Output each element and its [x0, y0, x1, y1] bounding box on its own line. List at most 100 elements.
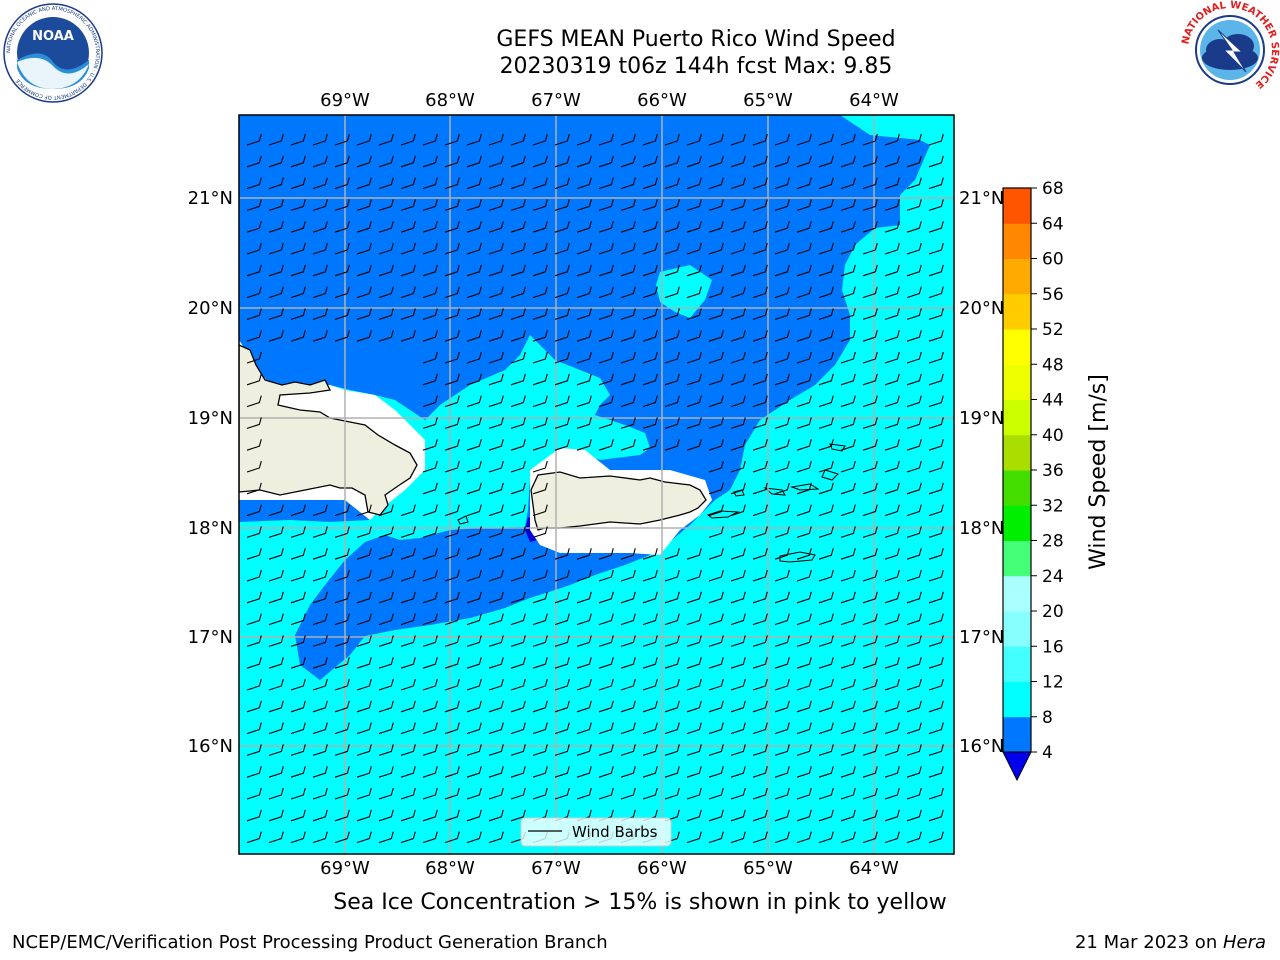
- wind-barb: [730, 831, 746, 844]
- wind-barb: [730, 373, 746, 386]
- wind-barb: [884, 395, 900, 408]
- wind-barb: [378, 787, 394, 800]
- wind-barb: [928, 635, 944, 647]
- wind-barb: [466, 591, 482, 604]
- wind-barb: [378, 264, 394, 277]
- wind-barb: [862, 482, 878, 495]
- wind-barb: [400, 787, 416, 800]
- wind-barb: [576, 787, 592, 800]
- wind-barb: [620, 264, 636, 277]
- wind-barb: [554, 155, 570, 168]
- wind-barb: [686, 177, 702, 190]
- wind-barb: [664, 548, 680, 560]
- wind-barb: [444, 766, 460, 778]
- wind-barb: [576, 722, 592, 735]
- wind-barb: [532, 569, 548, 582]
- wind-barb: [400, 526, 416, 538]
- wind-barb: [928, 330, 944, 342]
- wind-barb: [840, 199, 856, 211]
- wind-barb: [840, 766, 856, 778]
- wind-barb: [334, 242, 350, 255]
- wind-barb: [664, 569, 680, 582]
- wind-barb: [796, 460, 812, 473]
- wind-barb: [598, 569, 614, 582]
- wind-barb: [488, 155, 504, 168]
- wind-barb: [400, 657, 416, 669]
- wind-barb: [554, 678, 570, 691]
- wind-barb: [510, 330, 526, 342]
- wind-barb: [840, 744, 856, 756]
- wind-barb: [356, 591, 372, 604]
- wind-barb: [246, 809, 262, 822]
- wind-barb: [422, 482, 438, 495]
- wind-barb: [642, 657, 658, 669]
- wind-barb: [730, 286, 746, 299]
- wind-barb: [708, 787, 724, 800]
- wind-barb: [510, 700, 526, 713]
- wind-barb: [246, 308, 262, 320]
- wind-barb: [928, 482, 944, 495]
- wind-barb: [422, 264, 438, 277]
- wind-barb: [510, 155, 526, 168]
- wind-barb: [840, 417, 856, 429]
- wind-barb: [686, 155, 702, 168]
- wind-barb: [840, 569, 856, 582]
- wind-barb: [686, 264, 702, 277]
- wind-barb: [510, 766, 526, 778]
- wind-barb: [884, 504, 900, 517]
- wind-barb: [444, 722, 460, 735]
- wind-barb: [356, 242, 372, 255]
- wind-barb: [444, 831, 460, 844]
- wind-barb: [928, 809, 944, 822]
- wind-barb: [576, 548, 592, 560]
- wind-barb: [510, 133, 526, 146]
- colorbar-bin: [1003, 470, 1031, 506]
- wind-barb: [532, 264, 548, 277]
- wind-barb: [246, 504, 262, 517]
- wind-barb: [356, 199, 372, 211]
- wind-barb: [246, 766, 262, 778]
- wind-barb: [620, 722, 636, 735]
- wind-barb: [488, 657, 504, 669]
- wind-barb: [268, 133, 284, 146]
- wind-barb: [488, 242, 504, 255]
- wind-barb: [532, 460, 548, 473]
- wind-barb: [290, 700, 306, 713]
- wind-barb: [730, 460, 746, 473]
- wind-barb: [378, 177, 394, 190]
- wind-barb: [290, 330, 306, 342]
- wind-barb: [532, 548, 548, 560]
- wind-barb: [554, 548, 570, 560]
- wind-barb: [774, 657, 790, 669]
- wind-barb: [598, 787, 614, 800]
- wind-barb: [532, 482, 548, 495]
- wind-barb: [664, 657, 680, 669]
- wind-barb: [576, 700, 592, 713]
- wind-barb: [928, 548, 944, 560]
- wind-barb: [730, 242, 746, 255]
- wind-barb: [400, 700, 416, 713]
- wind-barb: [840, 678, 856, 691]
- wind-barb: [708, 548, 724, 560]
- wind-barb: [598, 678, 614, 691]
- wind-barb: [466, 133, 482, 146]
- wind-barb: [642, 199, 658, 211]
- wind-barb: [840, 831, 856, 844]
- wind-barb: [466, 373, 482, 386]
- wind-barb: [532, 417, 548, 429]
- wind-barb: [246, 286, 262, 299]
- wind-barb: [576, 678, 592, 691]
- wind-barb: [774, 766, 790, 778]
- lon-label-top: 68°W: [425, 90, 475, 111]
- wind-barb: [444, 351, 460, 364]
- wind-barb: [752, 330, 768, 342]
- wind-barb: [752, 744, 768, 756]
- wind-barb: [796, 221, 812, 233]
- wind-barb: [774, 439, 790, 451]
- wind-barb: [290, 199, 306, 211]
- wind-barb: [488, 439, 504, 451]
- wind-barb: [620, 548, 636, 560]
- wind-barb: [774, 330, 790, 342]
- lon-label-bottom: 64°W: [849, 858, 899, 879]
- wind-barb: [708, 809, 724, 822]
